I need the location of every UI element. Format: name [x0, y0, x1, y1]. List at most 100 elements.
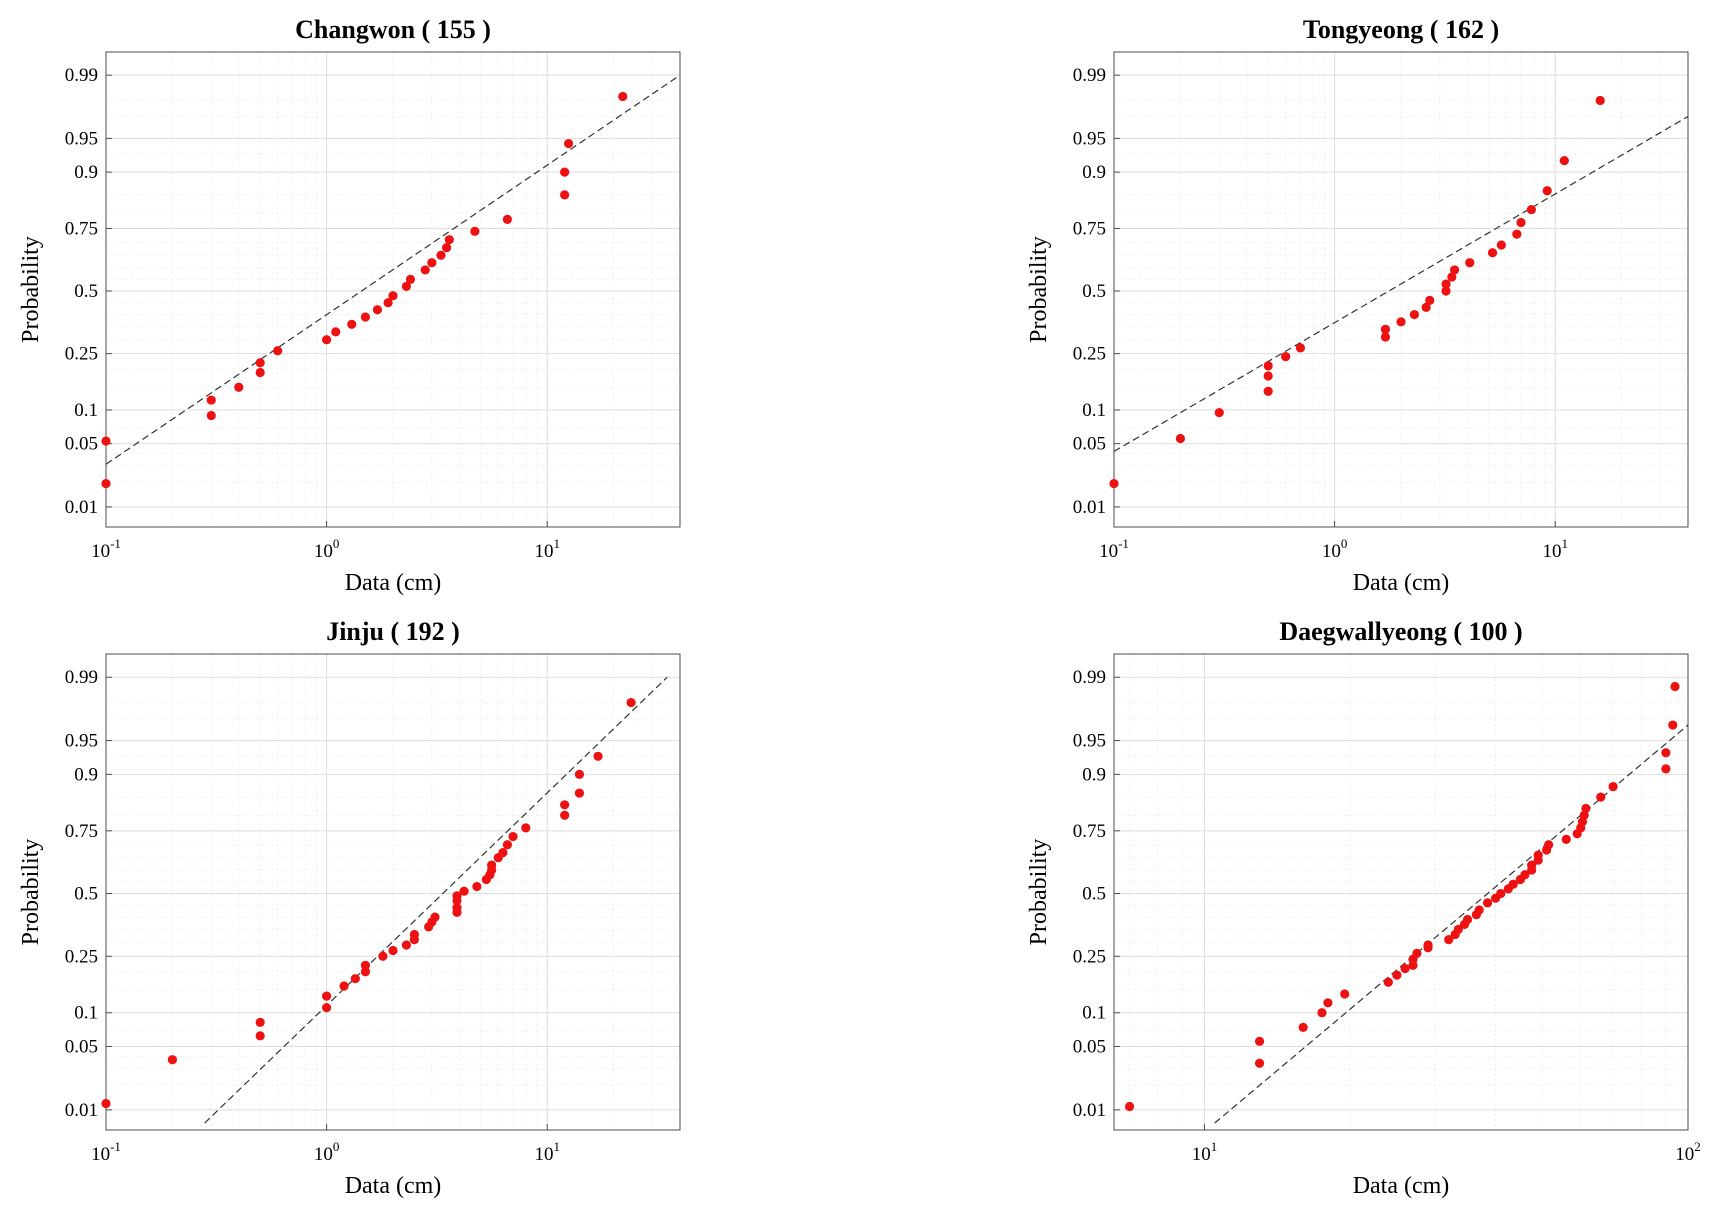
y-tick-label: 0.25 [65, 946, 98, 967]
data-point [1254, 1058, 1265, 1068]
y-tick-label: 0.01 [65, 1100, 98, 1121]
y-tick-label: 0.5 [74, 281, 98, 302]
data-point [1409, 309, 1419, 320]
y-tick-label: 0.99 [1073, 667, 1106, 688]
data-point [383, 298, 393, 308]
minor-grid [106, 654, 680, 1130]
data-point [626, 697, 636, 708]
fit-line [105, 74, 681, 465]
data-point [1527, 860, 1537, 870]
chart-title: Changwon ( 155 ) [295, 15, 491, 44]
data-point [101, 436, 111, 446]
y-axis-label: Probability [18, 236, 44, 343]
x-axis-label: Data (cm) [1353, 1173, 1450, 1199]
x-tick-label: 10-1 [91, 536, 121, 562]
data-point [508, 831, 518, 842]
data-points [101, 697, 636, 1109]
data-point [1295, 343, 1306, 353]
data-point [1412, 948, 1422, 958]
data-point [1474, 905, 1484, 915]
data-point [1450, 265, 1460, 275]
major-grid [1114, 52, 1688, 527]
fit-line [1214, 724, 1689, 1124]
data-point [339, 981, 349, 991]
y-tick-label: 0.25 [1073, 344, 1106, 365]
data-point [1559, 156, 1569, 166]
data-point [420, 265, 430, 275]
y-tick-label: 0.5 [1082, 281, 1106, 302]
data-point [470, 226, 480, 236]
x-tick-label: 10-1 [91, 1139, 121, 1165]
data-point [1340, 989, 1350, 999]
data-point [1175, 433, 1186, 444]
data-point [1396, 317, 1406, 327]
data-points [1109, 95, 1605, 489]
y-tick-label: 0.01 [65, 497, 98, 518]
data-point [1526, 204, 1536, 215]
y-tick-label: 0.99 [65, 667, 98, 688]
data-point [1595, 95, 1605, 106]
x-tick-label: 100 [1322, 536, 1348, 562]
y-tick-label: 0.01 [1073, 1100, 1106, 1121]
axes-frame [105, 653, 681, 1131]
data-point [255, 1017, 265, 1027]
y-axis-label: Probability [1026, 236, 1052, 343]
y-tick-label: 0.05 [1073, 1037, 1106, 1058]
data-point [360, 312, 371, 322]
chart-title: Jinju ( 192 ) [326, 617, 460, 646]
data-point [360, 960, 371, 970]
data-point [1421, 302, 1431, 313]
data-point [1533, 850, 1543, 860]
data-point [347, 319, 357, 329]
data-point [1298, 1022, 1308, 1033]
data-point [1462, 914, 1473, 925]
data-point [101, 1098, 111, 1109]
y-tick-label: 0.1 [1082, 1003, 1106, 1024]
minor-grid [1114, 52, 1688, 527]
y-tick-label: 0.9 [74, 162, 98, 183]
x-axis-label: Data (cm) [345, 1173, 442, 1199]
data-point [1254, 1036, 1265, 1046]
y-tick-label: 0.9 [1082, 764, 1106, 785]
data-point [1661, 764, 1671, 774]
data-point [442, 243, 452, 253]
data-point [459, 886, 469, 896]
y-tick-label: 0.95 [1073, 731, 1106, 752]
data-point [574, 769, 585, 779]
data-point [1281, 351, 1291, 362]
axes-frame [1113, 653, 1689, 1131]
x-tick-label: 100 [314, 1139, 340, 1165]
y-tick-label: 0.9 [74, 764, 98, 785]
data-point [1109, 478, 1119, 489]
chart-panel-1: 0.01 0.05 0.1 0.25 0.5 0.75 0.9 0.95 0.99 10-1 100… [18, 15, 681, 596]
data-point [1444, 935, 1454, 945]
y-tick-label: 0.95 [1073, 128, 1106, 149]
y-tick-label: 0.75 [65, 821, 98, 842]
x-tick-label: 102 [1675, 1139, 1701, 1165]
data-point [1441, 279, 1451, 289]
y-tick-label: 0.05 [65, 434, 98, 455]
x-tick-label: 100 [314, 536, 340, 562]
y-axis-label: Probability [18, 839, 44, 946]
y-tick-label: 0.95 [65, 731, 98, 752]
data-point [521, 823, 531, 833]
data-point [1447, 272, 1457, 282]
x-axis-label: Data (cm) [345, 570, 442, 596]
data-point [1661, 748, 1671, 758]
data-point [1423, 940, 1433, 950]
y-axis-label: Probability [1026, 839, 1052, 946]
data-point [560, 810, 570, 820]
data-point [255, 367, 265, 378]
major-grid [106, 654, 680, 1130]
data-point [1496, 240, 1506, 250]
data-point [1380, 324, 1391, 334]
y-tick-label: 0.05 [1073, 434, 1106, 455]
data-point [1668, 720, 1678, 730]
data-point [1441, 286, 1451, 296]
y-tick-label: 0.1 [74, 1003, 98, 1024]
data-point [487, 860, 497, 870]
data-point [273, 346, 283, 356]
data-point [574, 788, 585, 798]
data-point [1561, 834, 1571, 844]
